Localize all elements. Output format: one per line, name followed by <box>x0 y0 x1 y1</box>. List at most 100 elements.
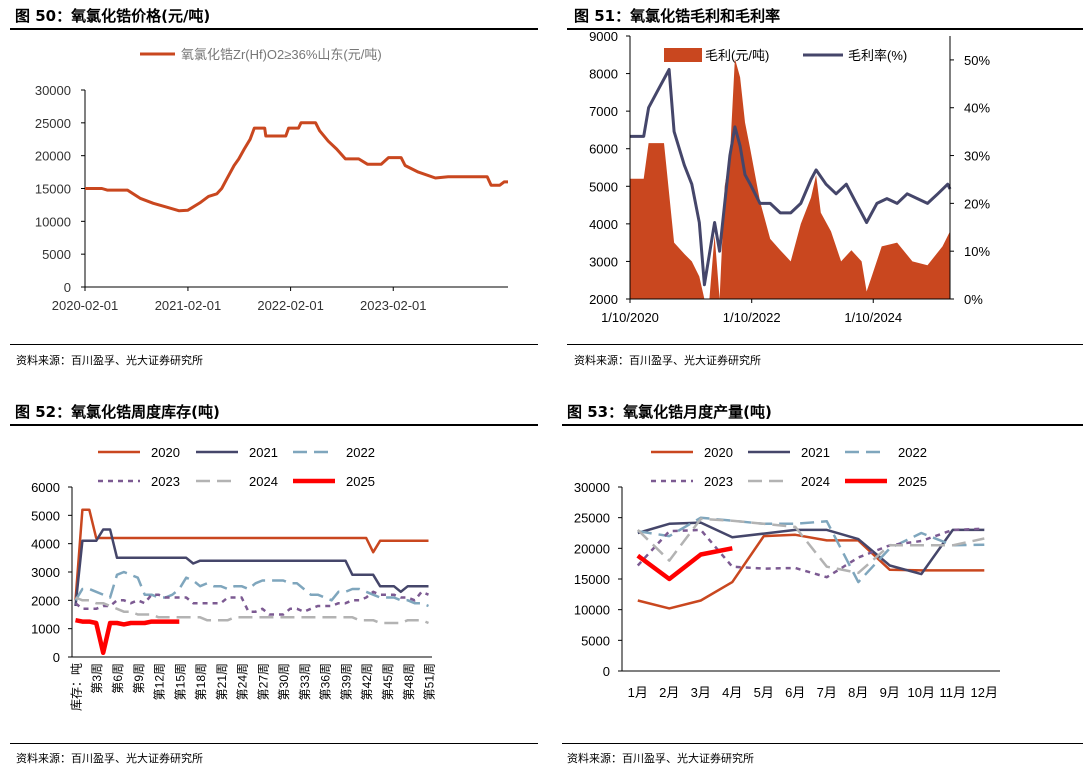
x-tick-label: 第3周 <box>90 663 104 694</box>
y-tick-label: 25000 <box>35 116 71 131</box>
x-tick-label: 2023-02-01 <box>360 298 427 313</box>
x-tick-label: 12月 <box>971 685 998 700</box>
y-tick-label: 15000 <box>35 182 71 197</box>
legend-label-2023: 2023 <box>704 474 733 489</box>
series-line-2025 <box>636 546 733 582</box>
legend-label-2022: 2022 <box>346 445 375 460</box>
legend-label-price: 氧氯化锆Zr(Hf)O2≥36%山东(元/吨) <box>181 47 382 62</box>
y-tick-label: 0 <box>53 650 60 665</box>
x-tick-label: 6月 <box>785 685 805 700</box>
x-tick-label: 10月 <box>908 685 935 700</box>
x-tick-label: 第15周 <box>173 663 187 700</box>
source-note-50: 资料来源：百川盈孚、光大证券研究所 <box>16 354 203 367</box>
figure-top-rule-53 <box>562 424 1083 426</box>
y-tick-label: 25000 <box>574 511 610 526</box>
x-tick-label: 11月 <box>940 685 967 700</box>
y2-tick-label: 10% <box>964 244 990 259</box>
series-line-2022 <box>637 516 985 584</box>
legend-label-2021: 2021 <box>801 445 830 460</box>
x-tick-label: 第45周 <box>381 663 395 700</box>
y-tick-label: 15000 <box>574 572 610 587</box>
x-tick-label: 第24周 <box>236 663 250 700</box>
x-tick-label: 7月 <box>817 685 837 700</box>
x-tick-label: 第12周 <box>153 663 167 700</box>
y-tick-label: 3000 <box>31 565 60 580</box>
y-tick-label: 6000 <box>31 480 60 495</box>
chart-panel-51: 图 51：氧氯化锆毛利和毛利率 2000 3000 4000 5000 6000 7000… <box>0 0 1091 380</box>
x-tick-label: 1月 <box>628 685 648 700</box>
y2-tick-label: 30% <box>964 149 990 164</box>
chart-panel-52: 图 52：氧氯化锆周度库存(吨) 0 1000 2000 3000 4000 5000 60… <box>0 0 540 769</box>
x-tick-label: 1/10/2024 <box>844 310 902 325</box>
figure-title-50: 图 50：氧氯化锆价格(元/吨) <box>15 7 211 25</box>
figure-bottom-rule-51 <box>567 344 1083 345</box>
legend-label-2024: 2024 <box>801 474 830 489</box>
y-tick-label: 3000 <box>589 254 618 269</box>
y-tick-label: 5000 <box>31 508 60 523</box>
y-tick-label: 10000 <box>35 214 71 229</box>
x-tick-label: 第48周 <box>402 663 416 700</box>
y2-tick-label: 20% <box>964 196 990 211</box>
y-tick-label: 0 <box>64 280 71 295</box>
margin-area-line-chart: 2000 3000 4000 5000 6000 7000 8000 9000 0% 10% 20%… <box>589 29 990 325</box>
price-line-chart: 0 5000 10000 15000 20000 25000 30000 2020-02-01… <box>35 47 508 313</box>
y-tick-label: 5000 <box>589 179 618 194</box>
series-line-2025 <box>75 617 180 656</box>
series-line-2020 <box>74 508 429 601</box>
y-tick-label: 30000 <box>574 480 610 495</box>
legend-label-2025: 2025 <box>898 474 927 489</box>
y-tick-label: 5000 <box>42 247 71 262</box>
series-line-2020 <box>637 533 985 610</box>
y-tick-label: 9000 <box>589 29 618 44</box>
y-tick-label: 0 <box>603 664 610 679</box>
series-line-2023 <box>636 527 985 579</box>
series-line-2023 <box>74 590 429 616</box>
figure-title-53: 图 53：氧氯化锆月度产量(吨) <box>567 403 772 421</box>
source-note-52: 资料来源：百川盈孚、光大证券研究所 <box>16 752 203 765</box>
x-tick-label: 3月 <box>691 685 711 700</box>
legend-label-2025: 2025 <box>346 474 375 489</box>
y-tick-label: 7000 <box>589 104 618 119</box>
x-tick-label: 1/10/2022 <box>723 310 781 325</box>
series-line-2021 <box>637 521 985 576</box>
legend-label-2023: 2023 <box>151 474 180 489</box>
x-tick-label: 第6周 <box>111 663 125 694</box>
figure-title-51: 图 51：氧氯化锆毛利和毛利率 <box>574 7 781 25</box>
legend-label-2020: 2020 <box>151 445 180 460</box>
y-tick-label: 20000 <box>35 149 71 164</box>
figure-title-52: 图 52：氧氯化锆周度库存(吨) <box>15 403 220 421</box>
figure-top-rule-50 <box>10 28 538 30</box>
x-tick-label: 2021-02-01 <box>155 298 222 313</box>
series-line-2024 <box>75 596 429 625</box>
y2-tick-label: 0% <box>964 292 983 307</box>
y-tick-label: 10000 <box>574 603 610 618</box>
series-line-2022 <box>74 570 429 608</box>
y-tick-label: 6000 <box>589 142 618 157</box>
figure-bottom-rule-53 <box>562 743 1083 744</box>
x-tick-label: 第18周 <box>194 663 208 700</box>
x-tick-label: 2022-02-01 <box>257 298 324 313</box>
x-tick-label: 4月 <box>722 685 742 700</box>
figure-bottom-rule-50 <box>10 344 538 345</box>
y2-tick-label: 40% <box>964 101 990 116</box>
y-tick-label: 20000 <box>574 541 610 556</box>
source-note-51: 资料来源：百川盈孚、光大证券研究所 <box>574 354 761 367</box>
legend-label-margin: 毛利(元/吨) <box>705 48 769 63</box>
x-tick-label: 第33周 <box>298 663 312 700</box>
x-tick-label: 第9周 <box>132 663 146 694</box>
y-tick-label: 2000 <box>589 292 618 307</box>
legend-label-2020: 2020 <box>704 445 733 460</box>
series-line-2021 <box>74 528 429 607</box>
figure-top-rule-51 <box>567 28 1083 30</box>
x-tick-label: 第30周 <box>277 663 291 700</box>
x-tick-label: 第36周 <box>319 663 333 700</box>
x-tick-label: 第39周 <box>340 663 354 700</box>
x-tick-label: 第21周 <box>215 663 229 700</box>
x-tick-label: 2月 <box>659 685 679 700</box>
y-tick-label: 4000 <box>31 537 60 552</box>
series-line-price <box>85 121 508 213</box>
x-tick-label: 5月 <box>754 685 774 700</box>
x-tick-label: 1/10/2020 <box>601 310 659 325</box>
legend-label-2024: 2024 <box>249 474 278 489</box>
